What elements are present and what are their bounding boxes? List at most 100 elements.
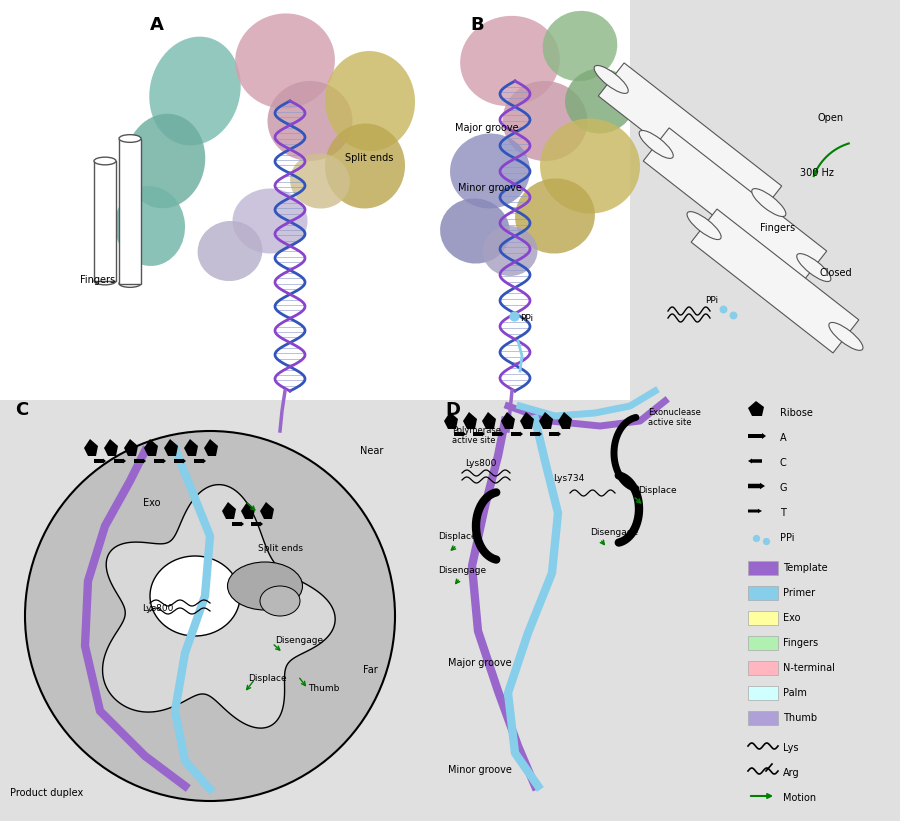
Bar [435,400,740,821]
Text: Split ends: Split ends [258,544,303,553]
FancyArrow shape [530,432,542,437]
Ellipse shape [594,66,628,94]
Text: Lys734: Lys734 [553,474,584,483]
Text: Displace: Displace [248,674,286,683]
Text: Displace: Displace [438,532,477,541]
Ellipse shape [687,212,721,240]
Text: A: A [150,16,164,34]
FancyArrow shape [549,432,561,437]
FancyArrow shape [748,483,765,489]
Ellipse shape [450,134,530,209]
Ellipse shape [94,157,116,165]
FancyArrow shape [134,458,146,464]
Ellipse shape [482,226,537,276]
Ellipse shape [515,178,595,254]
Text: Lys800: Lys800 [142,604,174,613]
Ellipse shape [565,68,635,134]
Text: Fingers: Fingers [760,223,795,233]
FancyArrow shape [154,458,166,464]
Bar [748,711,778,725]
Polygon shape [104,439,118,456]
Polygon shape [520,412,534,429]
Text: Template: Template [783,563,828,573]
Text: T: T [780,508,786,518]
Bar [0,400,435,821]
Polygon shape [222,502,236,519]
Text: Lys: Lys [783,743,798,753]
Text: Minor groove: Minor groove [448,765,512,775]
Ellipse shape [115,186,185,266]
Text: Motion: Motion [783,793,816,803]
FancyArrow shape [114,458,126,464]
Ellipse shape [228,562,302,610]
Ellipse shape [290,154,350,209]
Ellipse shape [149,37,240,145]
Bar [748,661,778,675]
Ellipse shape [440,199,510,264]
FancyArrow shape [174,458,186,464]
FancyArrow shape [94,458,106,464]
Text: Primer: Primer [783,588,815,598]
FancyArrow shape [473,432,485,437]
Polygon shape [691,209,859,353]
Ellipse shape [460,16,560,106]
Text: PPi: PPi [520,314,533,323]
Text: Lys800: Lys800 [465,459,497,468]
Text: Displace: Displace [638,486,677,495]
Text: N-terminal: N-terminal [783,663,835,673]
Text: Exonuclease
active site: Exonuclease active site [648,407,701,427]
Polygon shape [444,412,458,429]
FancyArrow shape [454,432,466,437]
Polygon shape [164,439,178,456]
Polygon shape [598,63,782,219]
Text: Fingers: Fingers [80,275,115,285]
Text: G: G [780,483,788,493]
Polygon shape [184,439,198,456]
Ellipse shape [325,123,405,209]
Polygon shape [501,412,515,429]
Polygon shape [84,439,98,456]
Text: Palm: Palm [783,688,807,698]
Bar [735,400,900,821]
Polygon shape [539,412,553,429]
Bar [94,161,116,281]
Bar [748,611,778,625]
Circle shape [25,431,395,801]
Point [749,531,763,544]
Ellipse shape [232,189,308,254]
Text: Major groove: Major groove [448,658,511,668]
Text: PPi: PPi [705,296,718,305]
Polygon shape [558,412,572,429]
Text: Exo: Exo [783,613,800,623]
FancyArrow shape [194,458,206,464]
Ellipse shape [325,51,415,151]
Point [507,310,521,323]
Text: Ribose: Ribose [780,408,813,418]
Text: Closed: Closed [820,268,852,278]
Polygon shape [241,502,255,519]
FancyArrow shape [748,458,762,464]
Text: Minor groove: Minor groove [458,183,522,193]
Text: C: C [780,458,787,468]
Bar [0,0,630,420]
Ellipse shape [502,81,588,161]
FancyArrow shape [511,432,523,437]
Polygon shape [482,412,496,429]
Ellipse shape [752,189,786,217]
Ellipse shape [260,586,300,616]
FancyArrow shape [748,433,766,439]
Text: PPi: PPi [780,533,795,543]
Ellipse shape [198,221,263,281]
Ellipse shape [540,118,640,213]
FancyArrow shape [748,509,762,513]
Text: D: D [445,401,460,419]
Text: Exo: Exo [143,498,160,508]
Text: Arg: Arg [783,768,799,778]
Text: 300 Hz: 300 Hz [800,168,834,178]
Text: Major groove: Major groove [455,123,518,133]
Ellipse shape [639,131,673,158]
Polygon shape [144,439,158,456]
Text: Far: Far [363,665,378,675]
Text: Thumb: Thumb [783,713,817,723]
Polygon shape [204,439,218,456]
